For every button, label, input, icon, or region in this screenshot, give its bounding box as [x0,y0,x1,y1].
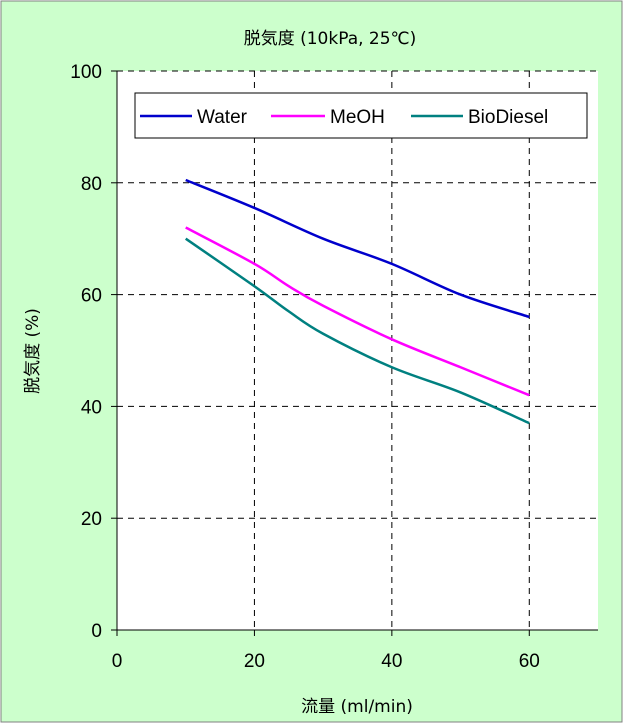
axes [116,71,598,631]
y-axis-title: 脱気度 (%) [23,308,43,394]
y-tick-label: 0 [91,621,102,642]
series-lines [185,178,530,425]
legend: Water MeOH BioDiesel [134,92,588,139]
x-tick-label: 40 [381,651,402,672]
y-tick-label: 60 [81,286,102,307]
y-tick-label: 40 [81,397,102,418]
x-tick-labels: 0 20 40 60 [112,630,540,672]
chart-title: 脱気度 (10kPa, 25℃) [244,29,417,49]
x-tick-label: 60 [519,651,540,672]
y-tick-labels: 0 20 40 60 80 100 [70,62,117,642]
legend-items: Water MeOH BioDiesel [140,107,548,128]
x-tick-label: 20 [244,651,265,672]
x-tick-label: 0 [112,651,123,672]
y-tick-label: 100 [70,62,102,83]
legend-label-water: Water [197,107,248,128]
legend-label-biodiesel: BioDiesel [468,107,548,128]
gridlines [117,70,598,630]
x-axis-title: 流量 (ml/min) [301,697,413,717]
series-line-meoh [185,226,530,397]
y-tick-label: 80 [81,174,102,195]
series-line-biodiesel [185,237,530,425]
series-line-water [185,178,530,319]
legend-box [134,92,588,139]
legend-label-meoh: MeOH [330,107,385,128]
y-tick-label: 20 [81,509,102,530]
